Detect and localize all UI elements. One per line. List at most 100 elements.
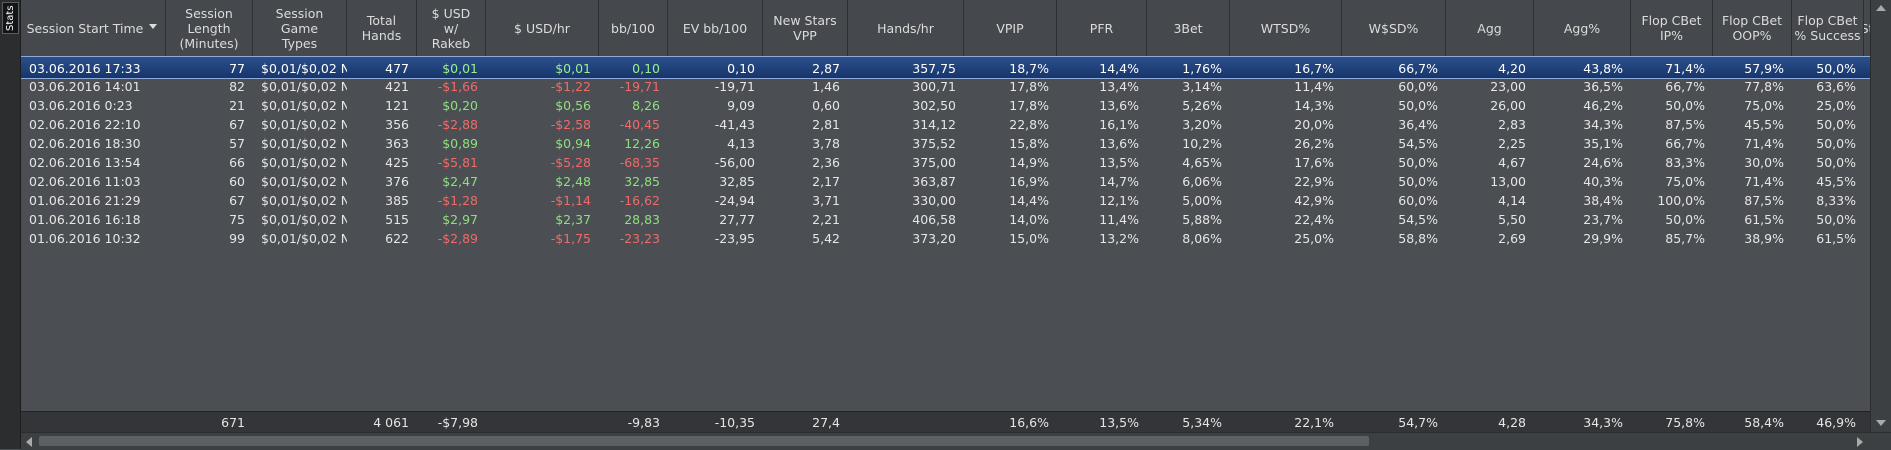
column-header-7[interactable]: EV bb/100	[668, 0, 763, 56]
table-cell: $0,94	[555, 136, 591, 151]
table-row[interactable]: 03.06.2016 0:23 21 $0,01/$0,02 NL 121 $0,20 $…	[21, 94, 1871, 117]
table-cell: 17,6%	[1294, 155, 1334, 170]
table-cell: -$1,75	[550, 231, 591, 246]
table-cell: -40,45	[619, 117, 660, 132]
column-header-14[interactable]: W$SD%	[1342, 0, 1446, 56]
table-row[interactable]: 03.06.2016 17:33 77 $0,01/$0,02 NL 477 $0,01…	[21, 56, 1871, 79]
table-cell: 14,0%	[1009, 212, 1049, 227]
column-header-label: Session Length (Minutes)	[179, 5, 239, 51]
table-cell: 330,00	[912, 193, 956, 208]
stats-side-tab[interactable]: Stats	[0, 0, 21, 449]
column-header-9[interactable]: Hands/hr	[848, 0, 964, 56]
table-cell: 30,0%	[1744, 155, 1784, 170]
column-header-17[interactable]: Flop CBet IP%	[1631, 0, 1713, 56]
column-header-12[interactable]: 3Bet	[1147, 0, 1230, 56]
table-row[interactable]: 03.06.2016 14:01 82 $0,01/$0,02 NL 421 -$1,6…	[21, 75, 1871, 98]
column-header-2[interactable]: Session Game Types	[253, 0, 347, 56]
column-header-10[interactable]: VPIP	[964, 0, 1057, 56]
table-cell: 71,4%	[1665, 61, 1705, 76]
total-cell: 34,3%	[1583, 415, 1623, 430]
table-cell: 57,9%	[1744, 61, 1784, 76]
table-row[interactable]: 02.06.2016 11:03 60 $0,01/$0,02 NL 376 $2,47…	[21, 170, 1871, 193]
column-header-5[interactable]: $ USD/hr	[486, 0, 599, 56]
table-cell: -23,95	[714, 231, 755, 246]
table-cell: 75	[229, 212, 245, 227]
table-cell: 67	[229, 117, 245, 132]
table-cell: 03.06.2016 17:33	[29, 61, 141, 76]
table-cell: 13,6%	[1099, 136, 1139, 151]
table-cell: 16,1%	[1099, 117, 1139, 132]
scroll-up-icon[interactable]	[1876, 5, 1886, 11]
table-cell: 45,5%	[1744, 117, 1784, 132]
table-cell: 2,36	[812, 155, 840, 170]
column-header-15[interactable]: Agg	[1446, 0, 1534, 56]
horizontal-scroll-thumb[interactable]	[39, 436, 1369, 446]
table-cell: 3,20%	[1182, 117, 1222, 132]
column-header-0[interactable]: Session Start Time	[21, 0, 166, 56]
table-cell: 14,3%	[1294, 98, 1334, 113]
scroll-right-icon[interactable]	[1857, 437, 1863, 447]
horizontal-scrollbar[interactable]	[21, 432, 1891, 450]
table-cell: 75,0%	[1665, 174, 1705, 189]
table-cell: 83,3%	[1665, 155, 1705, 170]
table-cell: $2,47	[442, 174, 478, 189]
table-cell: 5,26%	[1182, 98, 1222, 113]
table-cell: 356	[385, 117, 409, 132]
table-cell: 23,00	[1490, 79, 1526, 94]
column-header-8[interactable]: New Stars VPP	[763, 0, 848, 56]
total-cell	[253, 412, 347, 434]
table-cell: 01.06.2016 16:18	[29, 212, 141, 227]
table-cell: $2,97	[442, 212, 478, 227]
vertical-scrollbar[interactable]	[1870, 0, 1891, 432]
table-cell: 4,13	[727, 136, 755, 151]
table-cell: 24,6%	[1583, 155, 1623, 170]
table-cell: 54,5%	[1398, 212, 1438, 227]
table-row[interactable]: 02.06.2016 13:54 66 $0,01/$0,02 NL 425 -$5,8…	[21, 151, 1871, 174]
table-row[interactable]: 02.06.2016 22:10 67 $0,01/$0,02 NL 356 -$2,8…	[21, 113, 1871, 136]
column-header-4[interactable]: $ USD w/ Rakeb	[417, 0, 486, 56]
table-cell: 100,0%	[1657, 193, 1705, 208]
table-cell: 3,14%	[1182, 79, 1222, 94]
scroll-down-icon[interactable]	[1876, 420, 1886, 426]
stats-tab-label[interactable]: Stats	[2, 2, 19, 34]
column-header-label: New Stars VPP	[773, 13, 837, 43]
table-cell: 60,0%	[1398, 79, 1438, 94]
table-cell: 29,9%	[1583, 231, 1623, 246]
column-header-label: EV bb/100	[682, 20, 748, 36]
column-header-label: W$SD%	[1368, 20, 1419, 36]
table-cell: 3,71	[812, 193, 840, 208]
table-row[interactable]: 01.06.2016 10:32 99 $0,01/$0,02 NL 622 -$2,8…	[21, 227, 1871, 250]
table-cell: 121	[385, 98, 409, 113]
table-cell: 66	[229, 155, 245, 170]
table-row[interactable]: 02.06.2016 18:30 57 $0,01/$0,02 NL 363 $0,89…	[21, 132, 1871, 155]
table-row[interactable]: 01.06.2016 16:18 75 $0,01/$0,02 NL 515 $2,97…	[21, 208, 1871, 231]
column-header-6[interactable]: bb/100	[599, 0, 668, 56]
scroll-left-icon[interactable]	[26, 437, 32, 447]
column-header-11[interactable]: PFR	[1057, 0, 1147, 56]
table-cell: 477	[385, 61, 409, 76]
table-cell: 302,50	[912, 98, 956, 113]
column-header-16[interactable]: Agg%	[1534, 0, 1631, 56]
table-cell: 36,5%	[1583, 79, 1623, 94]
column-header-label: WTSD%	[1260, 20, 1311, 36]
table-cell: 22,9%	[1294, 174, 1334, 189]
column-header-3[interactable]: Total Hands	[347, 0, 417, 56]
column-header-18[interactable]: Flop CBet OOP%	[1713, 0, 1792, 56]
table-cell: 16,7%	[1294, 61, 1334, 76]
table-cell: 60,0%	[1398, 193, 1438, 208]
table-cell: 2,81	[812, 117, 840, 132]
table-cell: 13,4%	[1099, 79, 1139, 94]
table-cell: 3,78	[812, 136, 840, 151]
column-header-13[interactable]: WTSD%	[1230, 0, 1342, 56]
table-row[interactable]: 01.06.2016 21:29 67 $0,01/$0,02 NL 385 -$1,2…	[21, 189, 1871, 212]
column-header-1[interactable]: Session Length (Minutes)	[166, 0, 253, 56]
table-cell: 421	[385, 79, 409, 94]
column-header-19[interactable]: Flop CBet % Success	[1792, 0, 1864, 56]
total-cell	[21, 412, 166, 434]
sort-descending-icon[interactable]	[149, 24, 157, 29]
table-cell: 60	[229, 174, 245, 189]
table-cell: 15,0%	[1009, 231, 1049, 246]
table-cell: 58,8%	[1398, 231, 1438, 246]
table-cell: 34,3%	[1583, 117, 1623, 132]
table-cell: 5,00%	[1182, 193, 1222, 208]
